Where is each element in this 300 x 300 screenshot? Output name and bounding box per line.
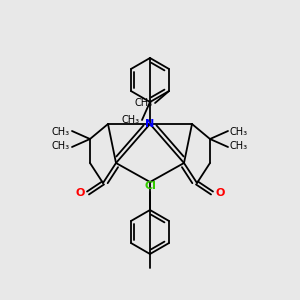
Text: CH₃: CH₃ <box>230 141 248 151</box>
Text: O: O <box>215 188 224 198</box>
Text: Cl: Cl <box>144 181 156 191</box>
Text: CH₃: CH₃ <box>52 141 70 151</box>
Text: CH₃: CH₃ <box>52 127 70 137</box>
Text: CH₃: CH₃ <box>135 98 153 108</box>
Text: CH₃: CH₃ <box>230 127 248 137</box>
Text: CH₃: CH₃ <box>122 115 140 125</box>
Text: N: N <box>146 119 154 129</box>
Text: O: O <box>76 188 85 198</box>
